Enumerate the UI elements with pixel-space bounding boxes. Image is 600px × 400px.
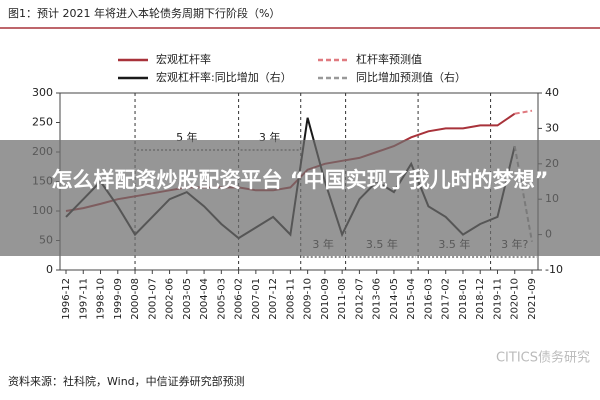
x-tick-label: 2015-04	[406, 278, 417, 320]
y-tick-label: 300	[32, 86, 53, 99]
x-tick-label: 2013-06	[372, 278, 383, 320]
x-tick-label: 2000-08	[130, 278, 141, 320]
x-tick-label: 2018-12	[475, 278, 486, 320]
x-tick-label: 2004-04	[199, 278, 210, 320]
x-tick-label: 2017-02	[441, 278, 452, 320]
legend-label: 同比增加预测值（右）	[356, 70, 466, 84]
x-tick-label: 2002-06	[165, 278, 176, 320]
x-tick-label: 2014-05	[389, 278, 400, 320]
chart-title: 图1：预计 2021 年将进入本轮债务周期下行阶段（%）	[8, 6, 280, 20]
x-tick-label: 2008-11	[285, 278, 296, 320]
x-tick-label: 2010-09	[320, 278, 331, 320]
y2-tick-label: 40	[545, 86, 559, 99]
watermark: CITICS债务研究	[496, 350, 590, 366]
x-tick-label: 2006-02	[234, 278, 245, 320]
overlay-banner: 怎么样配资炒股配资平台 “中国实现了我儿时的梦想”	[0, 140, 600, 256]
x-tick-label: 2021-09	[527, 278, 538, 320]
x-tick-label: 1996-12	[61, 278, 72, 320]
x-tick-label: 1998-10	[96, 278, 107, 320]
legend-label: 宏观杠杆率:同比增加（右）	[156, 70, 292, 84]
x-tick-label: 2005-03	[216, 278, 227, 320]
x-tick-label: 2016-03	[423, 278, 434, 320]
x-tick-label: 2007-12	[268, 278, 279, 320]
x-tick-label: 1999-09	[113, 278, 124, 320]
y-tick-label: 250	[32, 116, 53, 129]
x-tick-label: 2019-11	[492, 278, 503, 320]
legend-label: 杠杆率预测值	[356, 52, 422, 66]
x-tick-label: 2001-07	[147, 278, 158, 320]
x-tick-label: 1997-11	[78, 278, 89, 320]
series-line	[514, 109, 533, 115]
y-tick-label: 0	[46, 263, 53, 276]
legend-label: 宏观杠杆率	[156, 52, 211, 66]
x-tick-label: 2009-10	[303, 278, 314, 320]
y2-tick-label: -10	[545, 263, 563, 276]
x-tick-label: 2007-01	[251, 278, 262, 320]
y2-tick-label: 30	[545, 121, 559, 134]
source: 资料来源：社科院，Wind，中信证券研究部预测	[8, 374, 245, 388]
x-tick-label: 2018-01	[458, 278, 469, 320]
x-tick-label: 2003-05	[182, 278, 193, 320]
x-tick-label: 2011-08	[337, 278, 348, 320]
overlay-text: 怎么样配资炒股配资平台 “中国实现了我儿时的梦想”	[51, 168, 549, 192]
x-tick-label: 2020-10	[510, 278, 521, 320]
x-tick-label: 2012-07	[354, 278, 365, 320]
